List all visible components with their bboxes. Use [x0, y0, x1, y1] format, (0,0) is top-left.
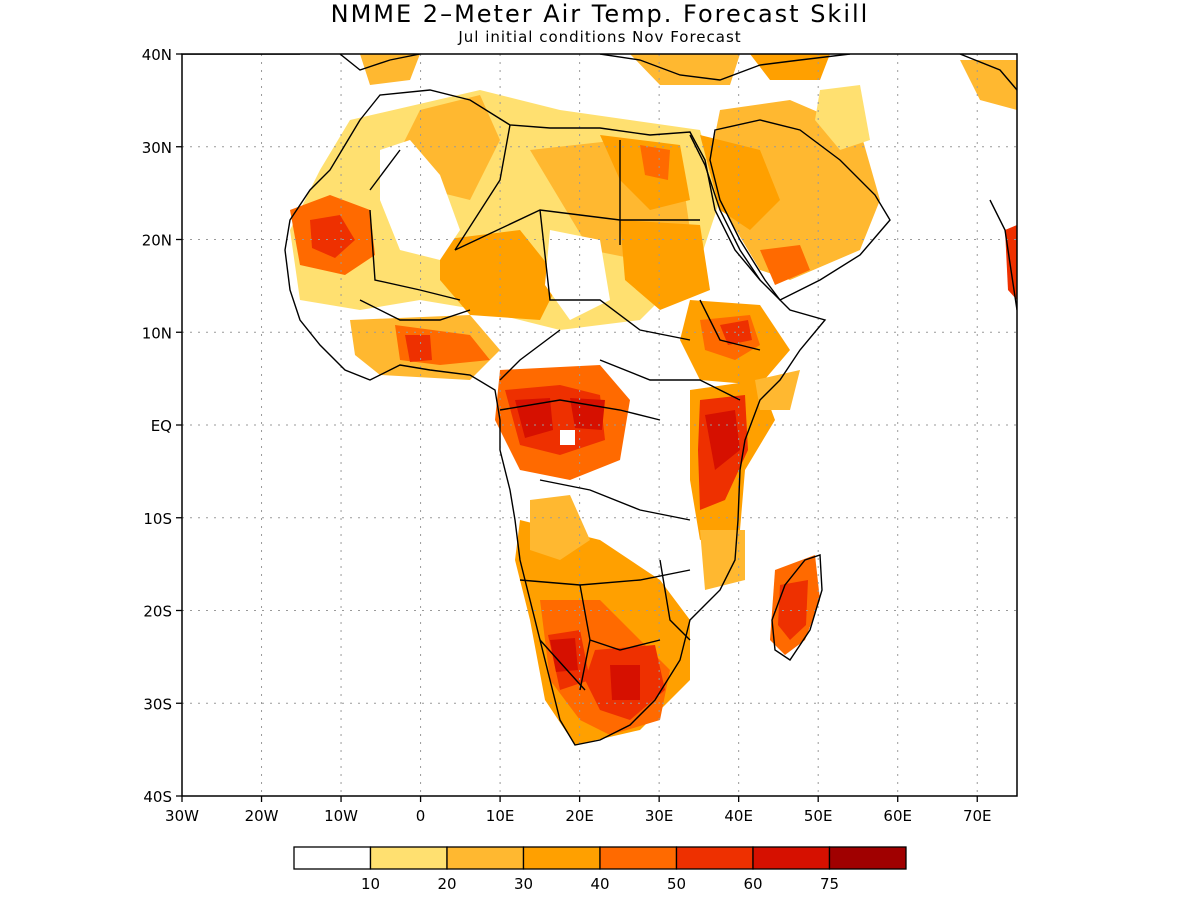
- axes: 30W 20W 10W 0 10E 20E 30E 40E 50E 60E 70E 40N 30N 20N…: [142, 46, 992, 825]
- lon-tick-label: 60E: [883, 807, 912, 825]
- lat-tick-label: 40S: [143, 788, 172, 806]
- lon-tick-label: 30E: [645, 807, 674, 825]
- lon-tick-label: 0: [416, 807, 426, 825]
- legend-label: 10: [361, 875, 380, 893]
- coastlines: [182, 54, 1017, 746]
- lon-tick-label: 20W: [245, 807, 279, 825]
- legend-label: 20: [437, 875, 456, 893]
- legend-swatch: [522, 846, 601, 870]
- lon-tick-label: 50E: [804, 807, 833, 825]
- legend-label: 50: [667, 875, 686, 893]
- lon-tick-label: 40E: [724, 807, 753, 825]
- lat-tick-label: 10S: [143, 510, 172, 528]
- lat-tick-label: 20N: [142, 232, 172, 250]
- legend-swatch: [675, 846, 754, 870]
- legend-label: 75: [820, 875, 839, 893]
- lat-tick-label: 40N: [142, 46, 172, 64]
- lon-tick-label: 30W: [165, 807, 199, 825]
- lon-tick-label: 70E: [963, 807, 992, 825]
- lon-tick-label: 10W: [324, 807, 358, 825]
- lat-tick-label: 30S: [143, 695, 172, 713]
- legend-swatch: [752, 846, 831, 870]
- grid-lines: [182, 54, 1017, 796]
- map-subtitle: Jul initial conditions Nov Forecast: [458, 28, 742, 46]
- legend-swatch: [446, 846, 525, 870]
- lon-tick-label: 20E: [565, 807, 594, 825]
- map-title: NMME 2–Meter Air Temp. Forecast Skill: [330, 0, 870, 28]
- lat-tick-label: 20S: [143, 603, 172, 621]
- lon-tick-label: 10E: [486, 807, 515, 825]
- lat-tick-label: EQ: [151, 417, 172, 435]
- legend-label: 60: [743, 875, 762, 893]
- lat-tick-label: 30N: [142, 139, 172, 157]
- legend-swatch: [599, 846, 678, 870]
- lat-tick-label: 10N: [142, 324, 172, 342]
- legend-label: 40: [590, 875, 609, 893]
- legend-swatch: [369, 846, 448, 870]
- color-legend: 10 20 30 40 50 60 75: [293, 846, 907, 893]
- skill-shading: [290, 54, 1017, 745]
- legend-swatch: [293, 846, 372, 870]
- legend-label: 30: [514, 875, 533, 893]
- legend-swatch: [828, 846, 907, 870]
